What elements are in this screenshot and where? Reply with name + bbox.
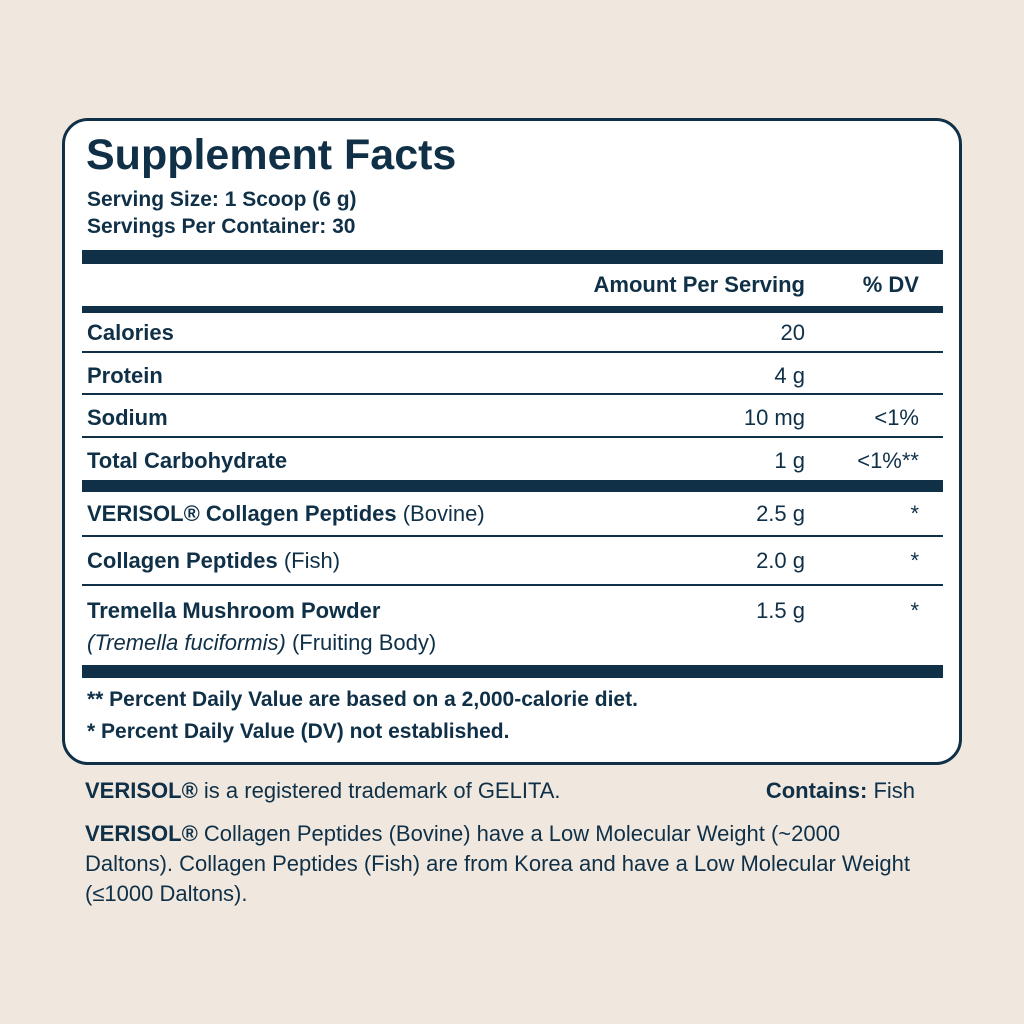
brand: VERISOL® — [85, 778, 198, 803]
footnote: ** Percent Daily Value are based on a 2,… — [87, 688, 638, 711]
row-name: Tremella Mushroom Powder — [87, 598, 381, 623]
footnote: * Percent Daily Value (DV) not establish… — [87, 720, 510, 743]
contains-value: Fish — [873, 778, 915, 803]
row-latin: (Tremella fuciformis) — [87, 630, 286, 655]
contains-label: Contains: — [765, 778, 868, 803]
row-dv: <1% — [874, 405, 919, 430]
medium-bar — [82, 306, 943, 313]
row-name: VERISOL® Collagen Peptides — [87, 501, 397, 526]
row-dv: * — [910, 501, 919, 526]
row-rule — [82, 436, 943, 438]
row-rule — [82, 584, 943, 586]
contains: Contains: Fish — [766, 778, 915, 804]
thick-bar — [82, 250, 943, 264]
title: Supplement Facts — [86, 131, 457, 179]
row-amount: 2.0 g — [756, 548, 805, 573]
servings-per-container: Servings Per Container: 30 — [87, 215, 356, 238]
row-amount: 2.5 g — [756, 501, 805, 526]
row-dv: <1%** — [857, 448, 919, 473]
row-dv: * — [910, 548, 919, 573]
note-text: Collagen Peptides (Bovine) have a Low Mo… — [85, 821, 910, 906]
row-amount: 20 — [780, 320, 805, 345]
row-amount: 1.5 g — [756, 598, 805, 623]
row-dv: * — [910, 598, 919, 623]
row-amount: 4 g — [774, 363, 805, 388]
row-name: Sodium — [87, 405, 168, 430]
row-name-group: Collagen Peptides (Fish) — [87, 548, 340, 574]
row-detail: (Fruiting Body) — [291, 630, 437, 655]
note: VERISOL® Collagen Peptides (Bovine) have… — [85, 819, 925, 909]
row-detail: (Fish) — [283, 548, 341, 573]
row-amount: 1 g — [774, 448, 805, 473]
row-name-group: VERISOL® Collagen Peptides (Bovine) — [87, 501, 485, 527]
row-rule — [82, 535, 943, 537]
row-name: Collagen Peptides — [87, 548, 278, 573]
column-header: % DV — [862, 272, 919, 297]
row-rule — [82, 351, 943, 353]
column-header: Amount Per Serving — [593, 272, 805, 297]
trademark: VERISOL® is a registered trademark of GE… — [85, 778, 561, 804]
row-name: Calories — [87, 320, 174, 345]
trademark-text: is a registered trademark of GELITA. — [203, 778, 561, 803]
row-name: Total Carbohydrate — [87, 448, 288, 473]
serving-size: Serving Size: 1 Scoop (6 g) — [87, 188, 357, 211]
row-name: Protein — [87, 363, 163, 388]
thick-bar — [82, 665, 943, 678]
row-detail: (Bovine) — [402, 501, 485, 526]
facts-panel — [62, 118, 962, 765]
row-rule — [82, 393, 943, 395]
row-subline: (Tremella fuciformis) (Fruiting Body) — [87, 630, 436, 656]
row-amount: 10 mg — [743, 405, 805, 430]
brand: VERISOL® — [85, 821, 198, 846]
thick-bar — [82, 480, 943, 492]
